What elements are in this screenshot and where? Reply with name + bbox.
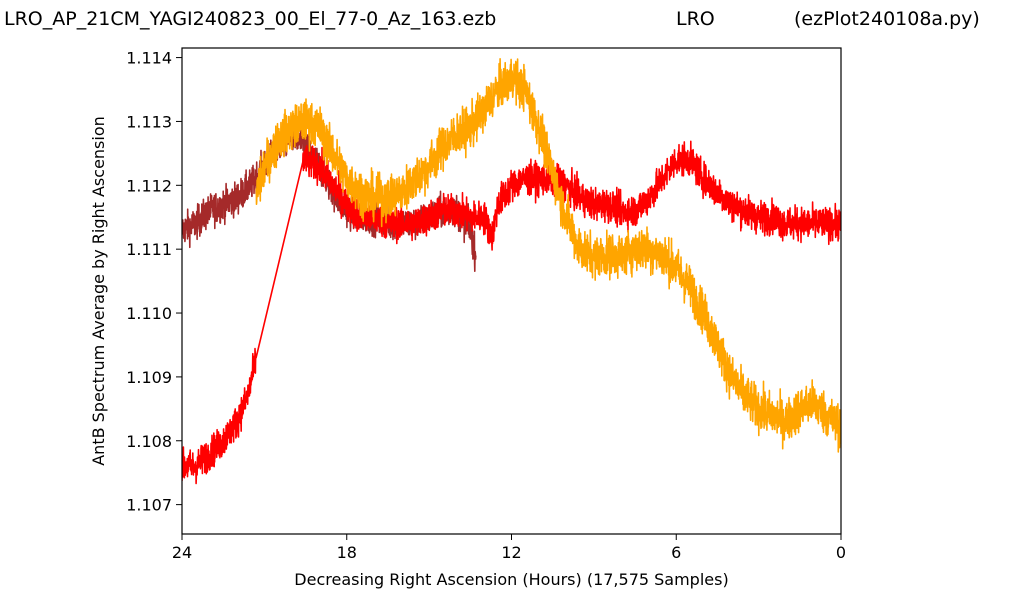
x-tick-label: 12: [501, 543, 521, 562]
series-layer: [182, 58, 841, 485]
x-axis: 24 18 12 6 0: [172, 534, 846, 562]
y-tick-label: 1.113: [126, 112, 172, 131]
y-axis: 1.107 1.108 1.109 1.110 1.111 1.112 1.113 1.114: [126, 49, 182, 515]
chart-title-script: (ezPlot240108a.py): [794, 8, 980, 30]
y-axis-label: AntB Spectrum Average by Right Ascension: [89, 116, 108, 466]
chart-title-site: LRO: [676, 8, 715, 30]
x-tick-label: 24: [172, 543, 192, 562]
y-tick-label: 1.114: [126, 49, 172, 68]
x-tick-label: 18: [337, 543, 357, 562]
plot-frame: [181, 47, 842, 535]
series-line: [182, 140, 841, 485]
chart-title-filename: LRO_AP_21CM_YAGI240823_00_El_77-0_Az_163…: [4, 8, 497, 30]
y-tick-label: 1.110: [126, 304, 172, 323]
x-tick-label: 6: [671, 543, 681, 562]
y-tick-label: 1.108: [126, 432, 172, 451]
y-tick-label: 1.109: [126, 368, 172, 387]
y-tick-label: 1.107: [126, 496, 172, 515]
x-tick-label: 0: [836, 543, 846, 562]
x-axis-label: Decreasing Right Ascension (Hours) (17,5…: [294, 570, 728, 589]
y-tick-label: 1.111: [126, 240, 172, 259]
y-tick-label: 1.112: [126, 176, 172, 195]
series-line: [255, 58, 841, 453]
